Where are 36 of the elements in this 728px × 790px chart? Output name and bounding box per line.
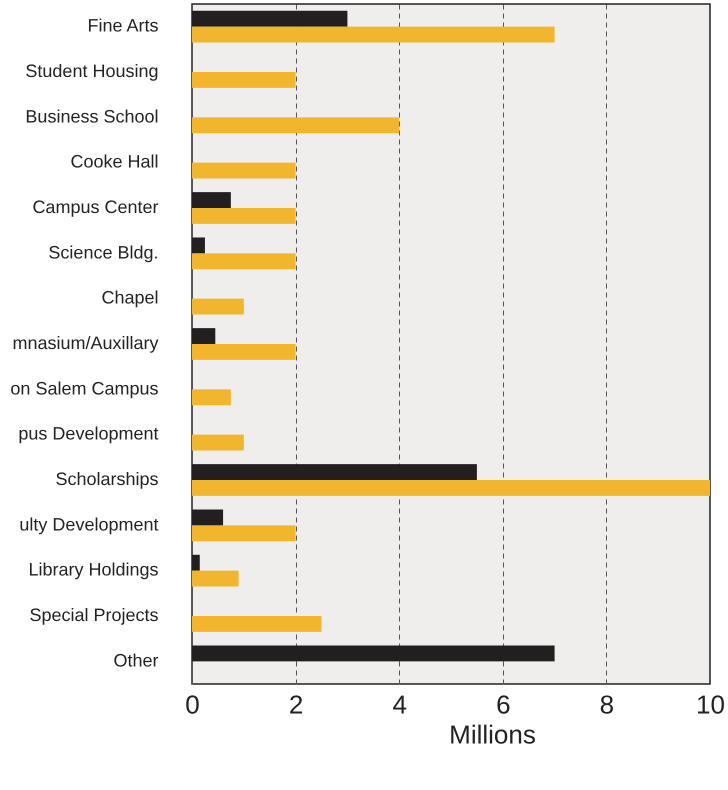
y-tick-label: Special Projects [29,605,158,625]
bar [192,117,400,134]
y-tick-label: Chapel [101,288,158,308]
bar [192,434,244,451]
y-tick-label: Campus Center [32,197,158,217]
bar [192,570,239,587]
bar [192,253,296,270]
bar [192,389,231,406]
x-tick-label: 10 [696,690,725,720]
bar [192,480,710,496]
y-tick-label: Student Housing [25,61,158,81]
y-tick-label: Library Holdings [28,560,158,580]
y-tick-label: mnasium/Auxillary [12,333,158,353]
bar [192,298,244,315]
y-tick-label: Scholarships [55,469,158,489]
bar [192,208,296,224]
y-tick-label: Business School [25,106,158,126]
bar [192,162,296,179]
x-tick-label: 4 [392,690,407,720]
bar [192,616,322,632]
y-tick-label: on Salem Campus [10,378,158,398]
y-tick-label: pus Development [18,424,158,444]
x-axis-title: Millions [449,720,536,750]
y-tick-label: Science Bldg. [48,242,158,262]
y-tick-label: Fine Arts [87,16,158,36]
y-tick-label: Other [113,650,158,670]
bar [192,26,555,43]
y-tick-label: ulty Development [19,514,158,534]
y-tick-label: Cooke Hall [70,152,158,172]
bar [192,525,296,542]
x-tick-label: 6 [496,690,511,720]
x-tick-label: 0 [185,690,200,720]
bar [192,344,296,360]
x-tick-label: 2 [288,690,304,720]
bar [192,72,296,88]
x-tick-label: 8 [600,690,614,720]
